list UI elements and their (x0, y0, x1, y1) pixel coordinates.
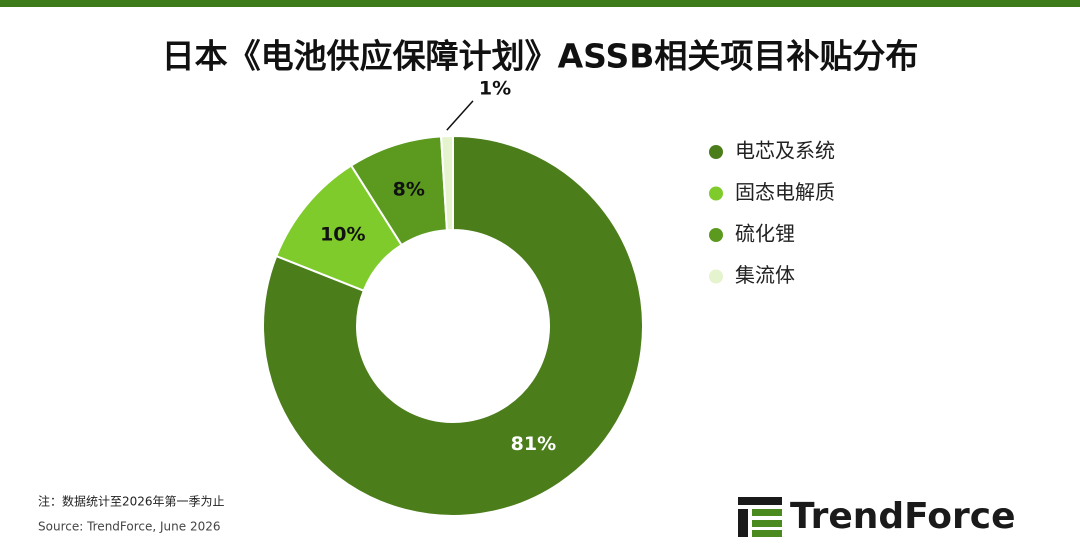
top-bar (0, 0, 1080, 7)
legend-swatch (709, 269, 723, 284)
legend-swatch (709, 228, 723, 242)
value-label: 8% (393, 178, 425, 200)
chart-title: 日本《电池供应保障计划》ASSB相关项目补贴分布 (162, 37, 919, 76)
leader-line (446, 100, 474, 131)
logo-mark (752, 509, 782, 516)
logo-mark (738, 497, 782, 505)
legend-swatch (709, 145, 723, 159)
logo-mark (752, 530, 782, 537)
logo-mark (752, 520, 782, 527)
legend-label: 集流体 (735, 263, 795, 287)
logo: TrendForce (738, 496, 1016, 537)
source: Source: TrendForce, June 2026 (38, 520, 221, 534)
value-label: 10% (320, 223, 365, 245)
note: 注：数据统计至2026年第一季为止 (38, 494, 225, 509)
legend-label: 固态电解质 (735, 180, 835, 204)
legend-label: 电芯及系统 (735, 139, 835, 163)
donut-slice (440, 134, 454, 232)
legend-swatch (709, 186, 723, 201)
value-label: 1% (479, 77, 511, 99)
value-label: 81% (511, 433, 556, 455)
logo-mark (738, 509, 748, 537)
donut-slice (262, 134, 644, 517)
legend-label: 硫化锂 (735, 222, 795, 246)
logo-text: TrendForce (790, 496, 1016, 537)
